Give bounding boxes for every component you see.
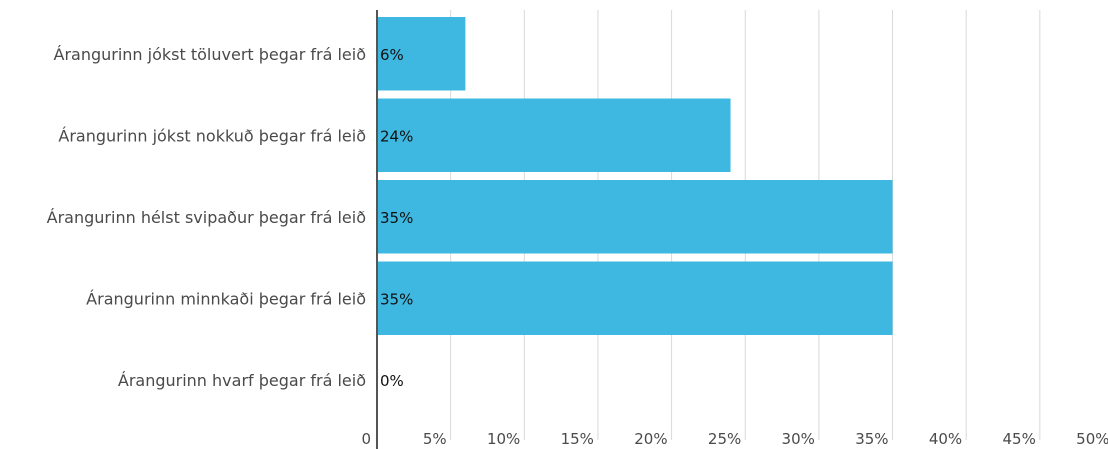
x-tick-label-7: 35% xyxy=(855,430,888,448)
x-tick-label-8: 40% xyxy=(929,430,962,448)
x-tick-label-3: 15% xyxy=(561,430,594,448)
x-tick-label-4: 20% xyxy=(634,430,667,448)
bar-0 xyxy=(377,17,466,91)
x-tick-label-5: 25% xyxy=(708,430,741,448)
x-tick-label-2: 10% xyxy=(487,430,520,448)
data-label-0: 6% xyxy=(380,46,404,64)
x-tick-label-9: 45% xyxy=(1003,430,1036,448)
data-label-2: 35% xyxy=(380,209,413,227)
bar-2 xyxy=(377,180,893,254)
x-tick-label-10: 50% xyxy=(1076,430,1108,448)
data-label-4: 0% xyxy=(380,372,404,390)
bars xyxy=(377,17,893,335)
category-label-0: Árangurinn jókst töluvert þegar frá leið xyxy=(54,45,367,64)
bar-1 xyxy=(377,98,731,172)
data-label-3: 35% xyxy=(380,290,413,308)
data-label-1: 24% xyxy=(380,127,413,145)
x-tick-label-6: 30% xyxy=(782,430,815,448)
category-label-1: Árangurinn jókst nokkuð þegar frá leið xyxy=(58,126,366,145)
category-label-2: Árangurinn hélst svipaður þegar frá leið xyxy=(47,208,366,227)
labels: Árangurinn jókst töluvert þegar frá leið… xyxy=(47,45,1108,448)
category-label-3: Árangurinn minnkaði þegar frá leið xyxy=(86,289,366,308)
category-label-4: Árangurinn hvarf þegar frá leið xyxy=(118,371,366,390)
x-tick-label-0: 0 xyxy=(361,430,371,448)
x-tick-label-1: 5% xyxy=(423,430,447,448)
bar-3 xyxy=(377,261,893,335)
